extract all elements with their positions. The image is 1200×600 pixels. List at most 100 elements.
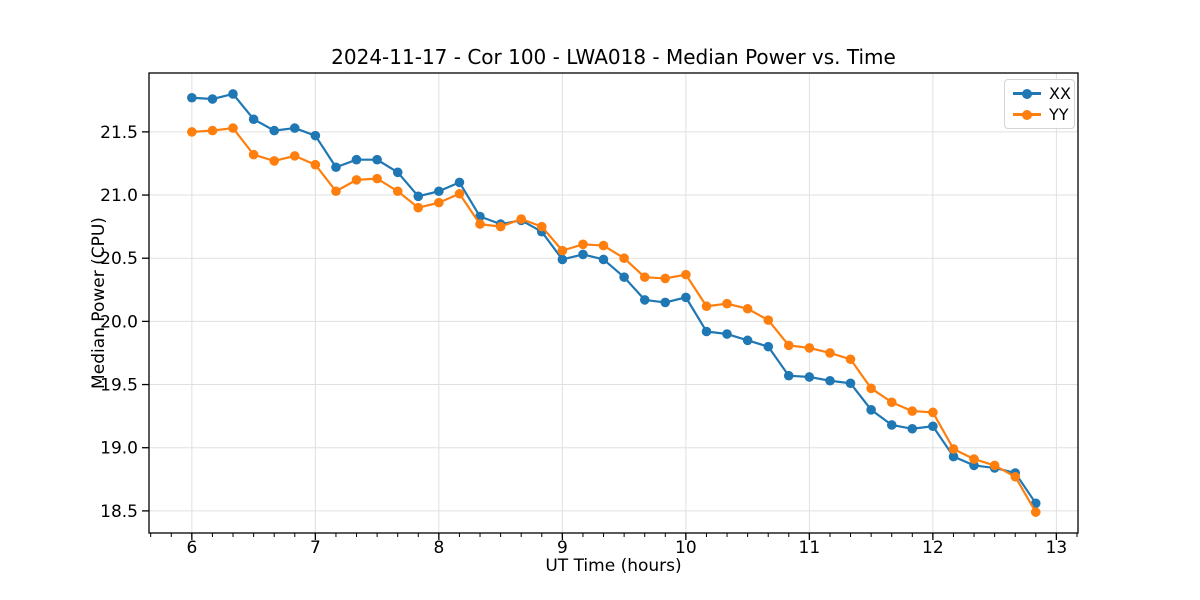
data-point-xx xyxy=(454,177,465,188)
data-point-xx xyxy=(351,154,362,165)
data-point-xx xyxy=(948,451,959,462)
data-point-xx xyxy=(845,378,856,389)
y-tick-label: 18.5 xyxy=(100,502,138,522)
data-point-yy xyxy=(619,253,629,264)
data-point-yy xyxy=(948,444,959,454)
data-point-yy xyxy=(804,343,815,353)
legend-line-sample xyxy=(1013,88,1041,99)
data-point-xx xyxy=(269,125,280,136)
data-point-yy xyxy=(248,149,259,160)
data-point-yy xyxy=(392,186,403,197)
data-point-xx xyxy=(886,420,897,430)
data-point-yy xyxy=(331,186,341,197)
y-tick-label: 21.0 xyxy=(100,186,138,206)
legend-item-yy: YY xyxy=(1013,104,1069,124)
data-point-xx xyxy=(804,372,815,382)
data-point-xx xyxy=(783,370,794,381)
x-tick-label: 13 xyxy=(1046,538,1068,558)
y-tick-label: 20.0 xyxy=(100,312,138,332)
data-point-xx xyxy=(557,254,568,265)
data-point-yy xyxy=(989,460,1000,471)
x-axis-label: UT Time (hours) xyxy=(545,556,682,576)
data-point-yy xyxy=(207,125,218,136)
y-tick-label: 20.5 xyxy=(100,249,138,269)
data-point-yy xyxy=(660,273,671,284)
legend-label: XX xyxy=(1049,83,1071,103)
y-tick-label: 19.0 xyxy=(100,439,138,459)
x-tick-label: 8 xyxy=(433,538,444,558)
data-point-xx xyxy=(907,423,918,434)
data-point-xx xyxy=(187,92,197,103)
data-point-yy xyxy=(1010,471,1021,482)
data-point-yy xyxy=(969,454,979,464)
data-point-xx xyxy=(413,191,424,202)
data-point-yy xyxy=(742,303,753,314)
data-point-yy xyxy=(845,354,856,365)
data-point-yy xyxy=(516,214,527,224)
series-line-yy xyxy=(190,126,1037,514)
data-point-xx xyxy=(310,130,321,141)
data-point-xx xyxy=(331,162,341,173)
data-point-yy xyxy=(434,197,444,208)
x-tick-label: 7 xyxy=(310,538,321,558)
data-point-xx xyxy=(289,123,300,133)
data-point-xx xyxy=(598,254,609,265)
data-point-xx xyxy=(763,341,774,352)
data-point-yy xyxy=(783,340,794,351)
legend: XX YY xyxy=(1004,79,1075,129)
data-point-yy xyxy=(701,301,712,312)
data-point-xx xyxy=(825,375,835,386)
data-point-xx xyxy=(660,297,671,308)
data-point-yy xyxy=(351,175,362,185)
data-point-yy xyxy=(928,407,938,418)
data-point-yy xyxy=(639,272,650,282)
legend-item-xx: XX xyxy=(1013,85,1071,102)
y-tick-label: 19.5 xyxy=(100,376,138,396)
legend-label: YY xyxy=(1049,104,1069,124)
data-point-yy xyxy=(886,397,897,408)
data-point-xx xyxy=(681,292,691,303)
data-point-yy xyxy=(187,127,197,137)
data-point-xx xyxy=(434,186,444,197)
data-point-yy xyxy=(310,159,321,170)
data-point-yy xyxy=(289,151,300,161)
data-point-xx xyxy=(372,154,382,165)
series-line-xx xyxy=(190,92,1037,505)
data-point-xx xyxy=(866,405,876,415)
y-axis-label: Median Power (CPU) xyxy=(89,217,109,389)
data-point-yy xyxy=(536,221,547,232)
data-point-xx xyxy=(248,114,259,125)
data-point-xx xyxy=(1030,498,1041,509)
data-point-xx xyxy=(207,94,218,104)
data-point-yy xyxy=(413,202,424,213)
data-point-yy xyxy=(1030,507,1041,517)
data-point-xx xyxy=(619,272,629,282)
data-point-yy xyxy=(866,383,876,394)
x-tick-label: 12 xyxy=(922,538,944,558)
data-point-xx xyxy=(392,167,403,178)
legend-marker-icon xyxy=(1022,88,1032,99)
data-point-yy xyxy=(495,221,506,232)
data-point-xx xyxy=(701,326,712,337)
data-point-xx xyxy=(742,335,753,346)
data-point-xx xyxy=(228,89,238,99)
data-point-yy xyxy=(763,315,774,325)
data-point-yy xyxy=(228,123,238,133)
data-point-yy xyxy=(475,219,485,229)
legend-line-sample xyxy=(1013,109,1041,120)
data-point-xx xyxy=(578,249,588,260)
data-point-yy xyxy=(722,298,732,309)
data-point-yy xyxy=(372,173,382,184)
data-point-yy xyxy=(907,406,918,416)
x-tick-label: 10 xyxy=(675,538,697,558)
x-tick-label: 6 xyxy=(186,538,197,558)
data-point-yy xyxy=(578,239,588,250)
y-tick-label: 21.5 xyxy=(100,123,138,143)
data-point-yy xyxy=(681,269,691,280)
data-point-yy xyxy=(598,240,609,251)
data-point-yy xyxy=(825,348,835,358)
data-point-yy xyxy=(454,188,465,199)
data-point-xx xyxy=(928,421,938,432)
